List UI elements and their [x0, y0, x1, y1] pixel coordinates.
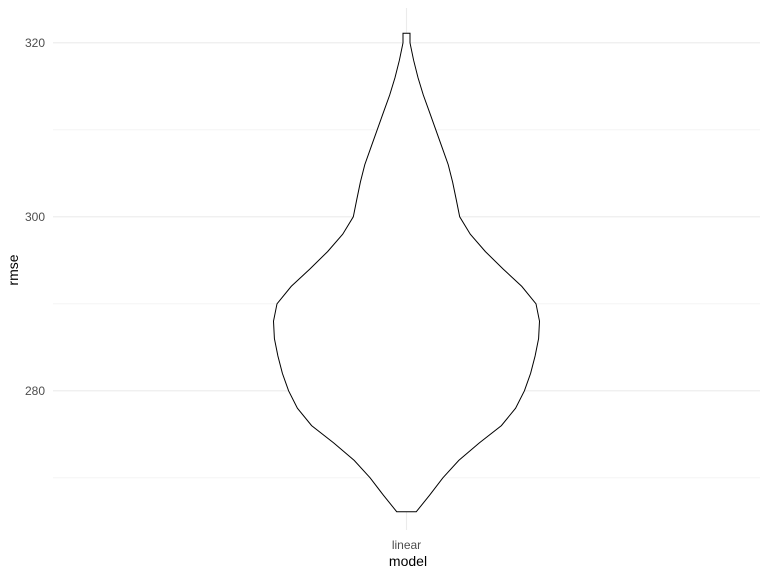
x-tick-label: linear	[392, 538, 421, 552]
mark-layer	[272, 32, 541, 513]
y-tick-label: 300	[25, 210, 45, 224]
violin-linear	[272, 32, 541, 513]
x-axis-title: model	[389, 553, 427, 569]
y-tick-label: 280	[25, 384, 45, 398]
y-tick-label: 320	[25, 36, 45, 50]
tick-layer: 280 300 320 linear	[25, 36, 421, 552]
y-axis-title: rmse	[5, 254, 21, 285]
